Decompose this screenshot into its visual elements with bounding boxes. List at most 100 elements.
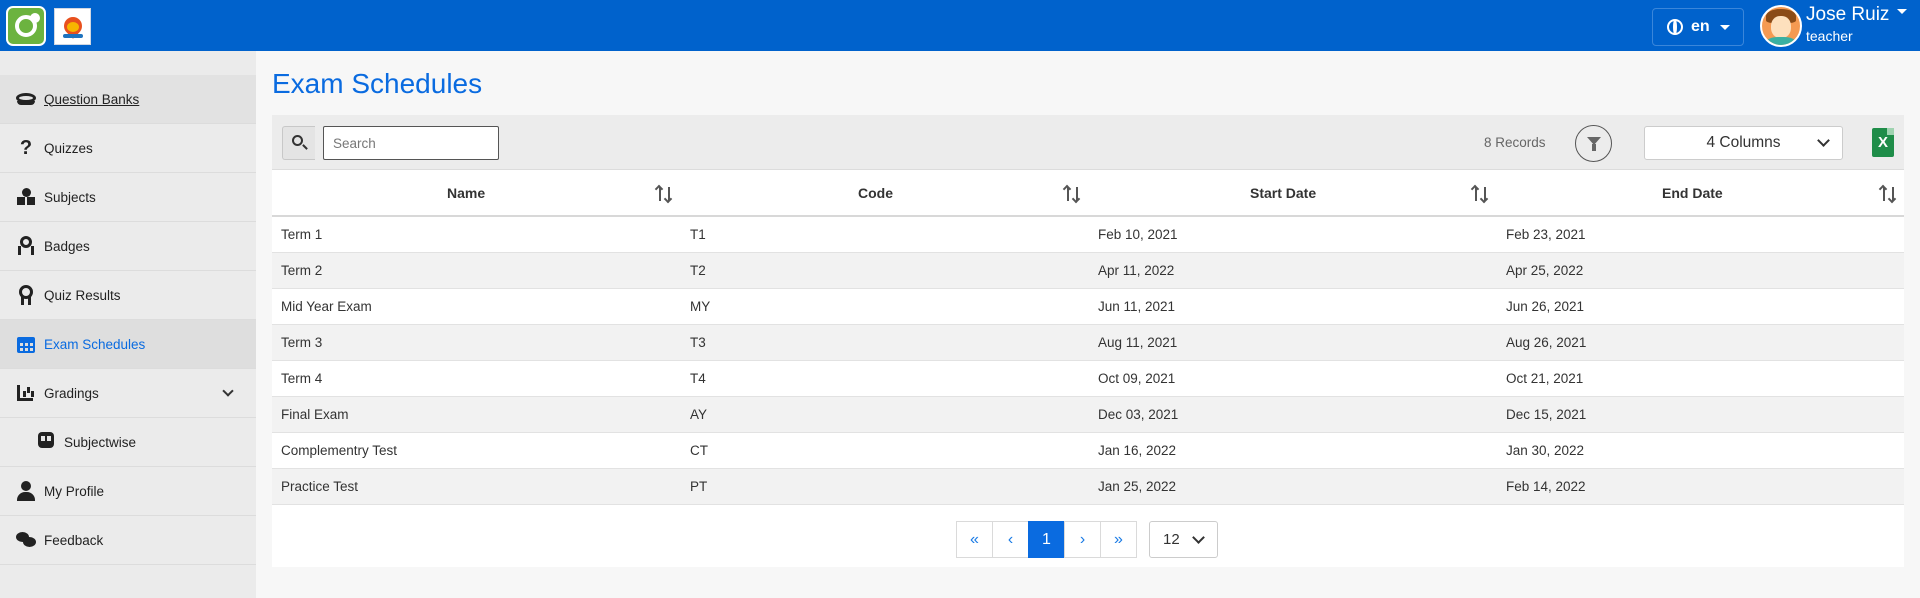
cell-code: CT — [690, 443, 708, 458]
cell-code: T3 — [690, 335, 706, 350]
user-menu-toggle[interactable]: Jose Ruiz — [1806, 4, 1908, 26]
cell-start-date: Jun 11, 2021 — [1098, 299, 1176, 314]
sidebar-item-gradings[interactable]: Gradings — [0, 369, 256, 418]
table-row[interactable]: Mid Year Exam MY Jun 11, 2021 Jun 26, 20… — [272, 289, 1904, 325]
cell-name: Term 1 — [281, 227, 323, 242]
columns-select[interactable]: 4 Columns — [1644, 126, 1843, 160]
table-row[interactable]: Term 3 T3 Aug 11, 2021 Aug 26, 2021 — [272, 325, 1904, 361]
column-header-code[interactable]: Code — [858, 185, 893, 201]
sidebar-item-subjects[interactable]: Subjects — [0, 173, 256, 222]
cell-start-date: Jan 16, 2022 — [1098, 443, 1177, 458]
table-row[interactable]: Final Exam AY Dec 03, 2021 Dec 15, 2021 — [272, 397, 1904, 433]
sidebar-item-label: Quiz Results — [44, 287, 121, 303]
cell-start-date: Jan 25, 2022 — [1098, 479, 1177, 494]
sidebar: Question Banks ? Quizzes Subjects Badges… — [0, 51, 256, 598]
page-1-button[interactable]: 1 — [1028, 521, 1065, 558]
language-label: en — [1691, 18, 1710, 35]
shapes-icon — [16, 187, 36, 207]
sidebar-item-label: My Profile — [44, 483, 105, 499]
cell-end-date: Feb 23, 2021 — [1506, 227, 1586, 242]
cell-end-date: Feb 14, 2022 — [1506, 479, 1586, 494]
sidebar-item-label: Question Banks — [44, 91, 140, 107]
cell-start-date: Oct 09, 2021 — [1098, 371, 1176, 386]
sidebar-item-label: Subjects — [44, 189, 96, 205]
table-row[interactable]: Complementry Test CT Jan 16, 2022 Jan 30… — [272, 433, 1904, 469]
chevron-down-icon — [222, 385, 234, 397]
user-name: Jose Ruiz — [1806, 4, 1890, 25]
sidebar-item-label: Badges — [44, 238, 90, 254]
excel-export-icon[interactable]: X — [1872, 128, 1894, 157]
sidebar-item-exam-schedules[interactable]: Exam Schedules — [0, 320, 256, 369]
sidebar-item-label: Exam Schedules — [44, 336, 146, 352]
column-header-start-date[interactable]: Start Date — [1250, 185, 1317, 201]
sidebar-item-badges[interactable]: Badges — [0, 222, 256, 271]
prev-page-button[interactable]: ‹ — [992, 521, 1029, 558]
calendar-icon — [16, 334, 36, 354]
search-input[interactable] — [323, 126, 499, 160]
sidebar-item-quiz-results[interactable]: Quiz Results — [0, 271, 256, 320]
sidebar-item-feedback[interactable]: Feedback — [0, 516, 256, 565]
top-navbar: en Jose Ruiz teacher — [0, 0, 1920, 51]
table-row[interactable]: Term 1 T1 Feb 10, 2021 Feb 23, 2021 — [272, 217, 1904, 253]
cell-name: Term 4 — [281, 371, 323, 386]
cell-name: Final Exam — [281, 407, 349, 422]
ribbon-icon — [16, 236, 36, 256]
cell-name: Practice Test — [281, 479, 359, 494]
school-logo-icon[interactable] — [54, 8, 91, 45]
last-page-button[interactable]: » — [1100, 521, 1137, 558]
cell-code: T1 — [690, 227, 706, 242]
app-logo-icon[interactable] — [6, 6, 46, 46]
chevron-down-icon — [1817, 134, 1830, 147]
table-row[interactable]: Practice Test PT Jan 25, 2022 Feb 14, 20… — [272, 469, 1904, 505]
sidebar-item-subjectwise[interactable]: Subjectwise — [0, 418, 256, 467]
cell-code: T2 — [690, 263, 706, 278]
caret-down-icon — [1719, 24, 1730, 30]
schedule-table-panel: 8 Records 4 Columns X Name Code Start Da… — [272, 115, 1904, 567]
columns-select-value: 4 Columns — [1706, 134, 1781, 151]
user-role: teacher — [1806, 28, 1853, 44]
table-row[interactable]: Term 2 T2 Apr 11, 2022 Apr 25, 2022 — [272, 253, 1904, 289]
sort-icon[interactable] — [1064, 185, 1082, 203]
award-icon — [16, 285, 36, 305]
cell-name: Mid Year Exam — [281, 299, 372, 314]
search-button[interactable] — [282, 126, 315, 160]
language-dropdown[interactable]: en — [1652, 8, 1744, 46]
cell-name: Complementry Test — [281, 443, 398, 458]
cell-end-date: Oct 21, 2021 — [1506, 371, 1584, 386]
sidebar-item-label: Feedback — [44, 532, 104, 548]
cell-code: MY — [690, 299, 711, 314]
comments-icon — [16, 530, 36, 550]
cell-end-date: Aug 26, 2021 — [1506, 335, 1587, 350]
cell-code: PT — [690, 479, 708, 494]
cell-name: Term 3 — [281, 335, 323, 350]
cell-start-date: Aug 11, 2021 — [1098, 335, 1178, 350]
caret-down-icon — [1897, 9, 1908, 15]
cell-code: T4 — [690, 371, 706, 386]
sidebar-item-quizzes[interactable]: ? Quizzes — [0, 124, 256, 173]
filter-icon — [1587, 137, 1601, 145]
cell-end-date: Dec 15, 2021 — [1506, 407, 1587, 422]
user-avatar[interactable] — [1760, 5, 1802, 47]
table-header: Name Code Start Date End Date — [272, 171, 1904, 217]
sort-icon[interactable] — [656, 185, 674, 203]
sidebar-item-question-banks[interactable]: Question Banks — [0, 75, 256, 124]
search-icon — [292, 135, 303, 146]
first-page-button[interactable]: « — [956, 521, 993, 558]
page-size-select[interactable]: 12 — [1149, 521, 1218, 558]
next-page-button[interactable]: › — [1064, 521, 1101, 558]
sort-icon[interactable] — [1472, 185, 1490, 203]
chart-bar-icon — [16, 383, 36, 403]
sidebar-item-my-profile[interactable]: My Profile — [0, 467, 256, 516]
page-size-value: 12 — [1163, 531, 1180, 548]
sort-icon[interactable] — [1880, 185, 1898, 203]
globe-icon — [1667, 19, 1683, 35]
filter-button[interactable] — [1575, 125, 1612, 162]
column-header-name[interactable]: Name — [447, 185, 486, 201]
column-header-end-date[interactable]: End Date — [1662, 185, 1723, 201]
train-icon — [36, 432, 56, 452]
question-mark-icon: ? — [19, 137, 33, 159]
cell-start-date: Apr 11, 2022 — [1098, 263, 1175, 278]
records-count: 8 Records — [1484, 135, 1546, 150]
table-row[interactable]: Term 4 T4 Oct 09, 2021 Oct 21, 2021 — [272, 361, 1904, 397]
sidebar-item-label: Gradings — [44, 385, 99, 401]
